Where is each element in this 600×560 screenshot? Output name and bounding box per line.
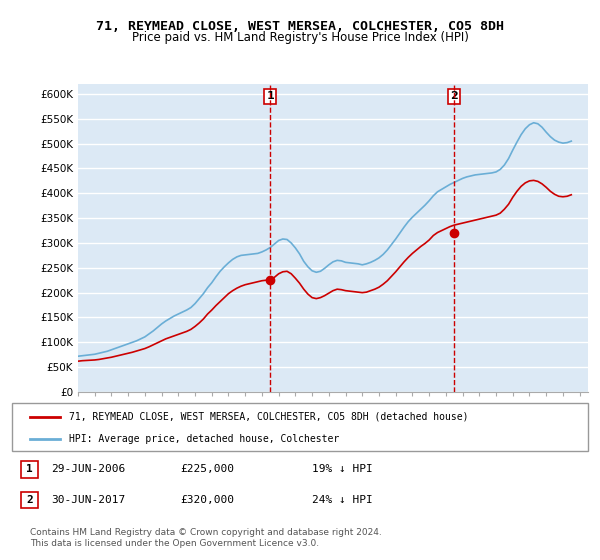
- Text: HPI: Average price, detached house, Colchester: HPI: Average price, detached house, Colc…: [69, 434, 339, 444]
- Text: 2: 2: [451, 91, 458, 101]
- Text: 2: 2: [26, 495, 33, 505]
- Text: 29-JUN-2006: 29-JUN-2006: [51, 464, 125, 474]
- Text: 24% ↓ HPI: 24% ↓ HPI: [312, 495, 373, 505]
- Text: 1: 1: [26, 464, 33, 474]
- Text: £225,000: £225,000: [180, 464, 234, 474]
- Text: 71, REYMEAD CLOSE, WEST MERSEA, COLCHESTER, CO5 8DH: 71, REYMEAD CLOSE, WEST MERSEA, COLCHEST…: [96, 20, 504, 32]
- Text: 30-JUN-2017: 30-JUN-2017: [51, 495, 125, 505]
- Text: Price paid vs. HM Land Registry's House Price Index (HPI): Price paid vs. HM Land Registry's House …: [131, 31, 469, 44]
- Text: Contains HM Land Registry data © Crown copyright and database right 2024.
This d: Contains HM Land Registry data © Crown c…: [30, 528, 382, 548]
- Text: 19% ↓ HPI: 19% ↓ HPI: [312, 464, 373, 474]
- Text: 71, REYMEAD CLOSE, WEST MERSEA, COLCHESTER, CO5 8DH (detached house): 71, REYMEAD CLOSE, WEST MERSEA, COLCHEST…: [69, 412, 469, 422]
- Text: £320,000: £320,000: [180, 495, 234, 505]
- Text: 1: 1: [266, 91, 274, 101]
